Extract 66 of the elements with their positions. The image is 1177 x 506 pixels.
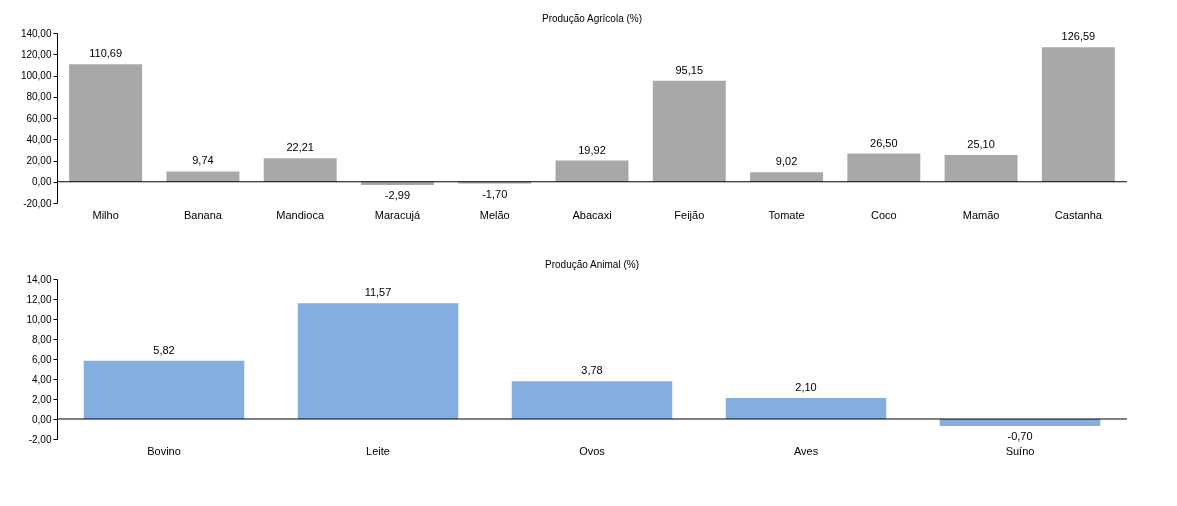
y-tick-label: 100,00: [20, 70, 52, 81]
bar: [944, 155, 1018, 182]
x-tick-label: Milho: [92, 208, 119, 221]
data-label: 3,78: [581, 364, 603, 377]
data-label: 26,50: [870, 136, 898, 149]
y-tick-label: 120,00: [20, 48, 52, 60]
data-label: 2,10: [795, 381, 817, 393]
data-label: 9,02: [775, 155, 798, 168]
x-tick-label: Aves: [793, 444, 819, 457]
bar: [1041, 47, 1115, 182]
bar: [263, 158, 337, 182]
y-tick-label: 60,00: [26, 112, 52, 124]
bar: [555, 160, 629, 182]
x-tick-label: Maracujá: [374, 208, 421, 221]
y-tick-label: 2,00: [32, 393, 52, 405]
x-tick-label: Melão: [479, 208, 510, 221]
bar: [847, 153, 921, 182]
bar: [297, 303, 459, 419]
data-label: 5,82: [153, 343, 175, 356]
y-tick-label: 20,00: [26, 155, 52, 166]
x-tick-label: Bovino: [147, 444, 181, 457]
data-label: -2,99: [384, 188, 410, 201]
y-tick-label: 140,00: [20, 27, 52, 39]
x-tick-label: Banana: [183, 208, 223, 221]
chart-title: Produção Agrícola (%): [541, 13, 643, 24]
y-tick-label: 40,00: [26, 133, 52, 145]
bar: [83, 360, 245, 419]
x-tick-label: Feijão: [674, 208, 705, 221]
x-tick-label: Leite: [366, 444, 390, 457]
data-label: 19,92: [578, 143, 606, 156]
bar: [69, 64, 143, 182]
bar: [166, 171, 240, 182]
x-tick-label: Castanha: [1054, 208, 1103, 221]
y-tick-label: 80,00: [26, 91, 52, 103]
x-tick-label: Coco: [870, 208, 897, 221]
data-label: 126,59: [1061, 30, 1096, 43]
data-label: -0,70: [1007, 430, 1033, 442]
bar: [750, 172, 824, 182]
y-tick-label: 0,00: [32, 413, 52, 425]
x-tick-label: Mandioca: [276, 208, 325, 221]
y-tick-label: 8,00: [32, 333, 52, 345]
x-tick-label: Abacaxi: [572, 208, 612, 221]
x-tick-label: Tomate: [768, 208, 805, 221]
y-tick-label: 14,00: [26, 273, 52, 285]
x-tick-label: Suíno: [1005, 444, 1035, 457]
y-tick-label: -2,00: [28, 433, 52, 445]
data-label: 11,57: [364, 286, 392, 299]
y-tick-label: 6,00: [32, 353, 52, 365]
data-label: -1,70: [482, 187, 508, 200]
bar: [360, 181, 434, 185]
x-tick-label: Mamão: [962, 208, 1000, 221]
bar: [725, 398, 887, 419]
data-label: 9,74: [192, 154, 214, 167]
y-tick-label: -20,00: [23, 197, 52, 209]
y-tick-label: 0,00: [32, 176, 52, 188]
y-tick-label: 12,00: [26, 293, 52, 305]
bar: [652, 80, 726, 182]
y-tick-label: 10,00: [26, 313, 52, 325]
data-label: 25,10: [967, 138, 995, 151]
x-tick-label: Ovos: [579, 444, 606, 457]
data-label: 110,69: [89, 47, 123, 60]
chart-title: Produção Animal (%): [545, 259, 639, 270]
bar: [511, 381, 673, 419]
y-tick-label: 4,00: [32, 373, 52, 385]
data-label: 22,21: [286, 141, 314, 154]
data-label: 95,15: [675, 63, 704, 76]
